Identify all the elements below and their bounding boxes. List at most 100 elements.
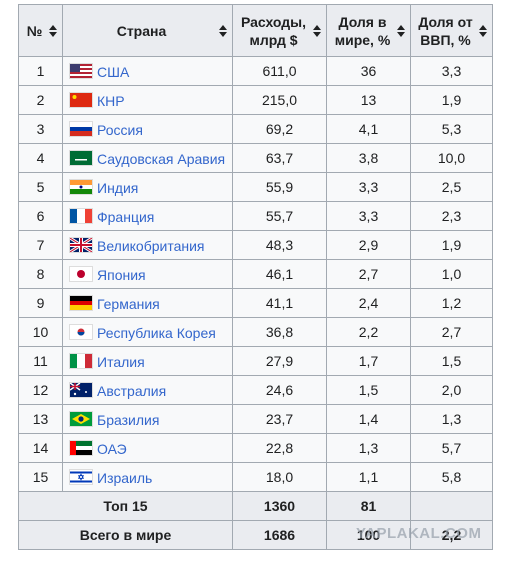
country-cell: Япония [62,259,233,289]
flag-icon [69,410,93,427]
value-cell: 2,5 [410,172,493,202]
flag-icon [69,352,93,369]
table-row: 13 Бразилия 23,7 1,4 1,3 [18,404,493,434]
country-cell: Германия [62,288,233,318]
country-cell: Австралия [62,375,233,405]
table-row: 15 Израиль 18,0 1,1 5,8 [18,462,493,492]
value-cell: 55,9 [232,172,327,202]
watermark: YAPLAKAL.COM [356,525,482,542]
header-text: Доля от ВВП, % [418,13,473,48]
flag-icon [69,207,93,224]
value-cell: 13 [326,85,411,115]
country-link[interactable]: Саудовская Аравия [97,150,226,167]
country-cell: Италия [62,346,233,376]
footer-row: Топ 15 1360 81 [18,491,493,521]
rank-cell: 8 [18,259,63,289]
column-header[interactable]: Страна [62,4,233,57]
value-cell: 5,3 [410,114,493,144]
country-cell: Россия [62,114,233,144]
country-link[interactable]: КНР [97,92,125,109]
value-cell: 1,3 [326,433,411,463]
value-cell: 1,1 [326,462,411,492]
country-link[interactable]: Россия [97,121,143,138]
value-cell: 36 [326,56,411,86]
table-row: 9 Германия 41,1 2,4 1,2 [18,288,493,318]
value-cell: 23,7 [232,404,327,434]
value-cell: 3,3 [410,56,493,86]
rank-cell: 11 [18,346,63,376]
flag-icon [69,91,93,108]
country-cell: Саудовская Аравия [62,143,233,173]
country-link[interactable]: США [97,63,130,80]
table-body: 1 США 611,0 36 3,3 2 КНР 215,0 13 1,9 3 Россия 69,2 4… [18,56,493,550]
value-cell: 3,3 [326,172,411,202]
value-cell: 611,0 [232,56,327,86]
rank-cell: 15 [18,462,63,492]
flag-icon [69,265,93,282]
value-cell: 1,7 [326,346,411,376]
country-link[interactable]: Бразилия [97,411,160,428]
country-cell: США [62,56,233,86]
flag-icon [69,236,93,253]
value-cell: 2,2 [326,317,411,347]
table-row: 10 Республика Корея 36,8 2,2 2,7 [18,317,493,347]
flag-icon [69,294,93,311]
country-link[interactable]: Республика Корея [97,324,216,341]
country-link[interactable]: Великобритания [97,237,205,254]
rank-cell: 5 [18,172,63,202]
flag-icon [69,149,93,166]
table-row: 7 Великобритания 48,3 2,9 1,9 [18,230,493,260]
flag-icon [69,120,93,137]
rank-cell: 4 [18,143,63,173]
country-link[interactable]: Франция [97,208,155,225]
footer-value: 81 [326,491,411,521]
country-cell: Бразилия [62,404,233,434]
value-cell: 27,9 [232,346,327,376]
country-link[interactable]: Италия [97,353,145,370]
flag-icon [69,323,93,340]
country-cell: Франция [62,201,233,231]
sort-icon [479,24,487,37]
value-cell: 18,0 [232,462,327,492]
sort-icon [49,24,57,37]
rank-cell: 2 [18,85,63,115]
table-row: 4 Саудовская Аравия 63,7 3,8 10,0 [18,143,493,173]
rank-cell: 10 [18,317,63,347]
rank-cell: 6 [18,201,63,231]
value-cell: 1,4 [326,404,411,434]
country-link[interactable]: Германия [97,295,160,312]
rank-cell: 9 [18,288,63,318]
table-row: 1 США 611,0 36 3,3 [18,56,493,86]
column-header[interactable]: Доля в мире, % [326,4,411,57]
flag-icon [69,468,93,485]
column-header[interactable]: Доля от ВВП, % [410,4,493,57]
table-row: 6 Франция 55,7 3,3 2,3 [18,201,493,231]
sort-icon [219,24,227,37]
footer-value: 2,2 [410,520,493,550]
flag-icon [69,62,93,79]
country-cell: ОАЭ [62,433,233,463]
value-cell: 1,9 [410,85,493,115]
value-cell: 22,8 [232,433,327,463]
value-cell: 1,0 [410,259,493,289]
table-row: 2 КНР 215,0 13 1,9 [18,85,493,115]
value-cell: 1,9 [410,230,493,260]
country-link[interactable]: ОАЭ [97,440,127,457]
column-header[interactable]: № [18,4,63,57]
footer-empty-cell [410,491,493,521]
value-cell: 69,2 [232,114,327,144]
country-link[interactable]: Япония [97,266,146,283]
value-cell: 2,0 [410,375,493,405]
value-cell: 215,0 [232,85,327,115]
header-text: № [26,22,43,39]
value-cell: 5,7 [410,433,493,463]
country-link[interactable]: Австралия [97,382,167,399]
country-link[interactable]: Израиль [97,469,153,486]
country-link[interactable]: Индия [97,179,139,196]
rank-cell: 7 [18,230,63,260]
value-cell: 3,8 [326,143,411,173]
table-row: 11 Италия 27,9 1,7 1,5 [18,346,493,376]
table-row: 3 Россия 69,2 4,1 5,3 [18,114,493,144]
column-header[interactable]: Расходы, млрд $ [232,4,327,57]
